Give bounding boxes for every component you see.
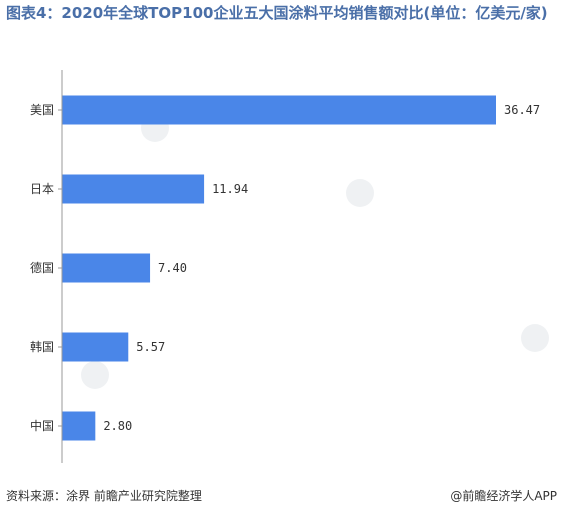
category-label: 美国 bbox=[30, 103, 54, 117]
watermark-logo-icon bbox=[346, 179, 374, 207]
bar-2 bbox=[62, 253, 151, 283]
labels-layer: 美国 36.47 日本 11.94 德国 7.40 韩国 5.57 中国 2.80 bbox=[30, 103, 540, 433]
category-label: 德国 bbox=[30, 260, 54, 275]
watermark-logo-icon bbox=[81, 361, 109, 389]
bar-4 bbox=[62, 411, 96, 441]
bar-1 bbox=[62, 174, 205, 204]
value-label: 36.47 bbox=[504, 103, 540, 117]
value-label: 2.80 bbox=[103, 419, 132, 433]
bars-layer bbox=[62, 95, 496, 441]
watermark-logo-icon bbox=[521, 324, 549, 352]
value-label: 11.94 bbox=[212, 182, 248, 196]
chart-title: 图表4：2020年全球TOP100企业五大国涂料平均销售额对比(单位：亿美元/家… bbox=[6, 4, 548, 22]
value-label: 5.57 bbox=[136, 340, 165, 354]
category-label: 日本 bbox=[30, 182, 54, 196]
bar-0 bbox=[62, 95, 496, 125]
category-label: 韩国 bbox=[30, 339, 54, 354]
source-note: 资料来源：涂界 前瞻产业研究院整理 bbox=[6, 489, 202, 503]
category-label: 中国 bbox=[30, 418, 54, 433]
bar-3 bbox=[62, 332, 129, 362]
value-label: 7.40 bbox=[158, 261, 187, 275]
brand-credit: @前瞻经济学人APP bbox=[450, 489, 557, 503]
